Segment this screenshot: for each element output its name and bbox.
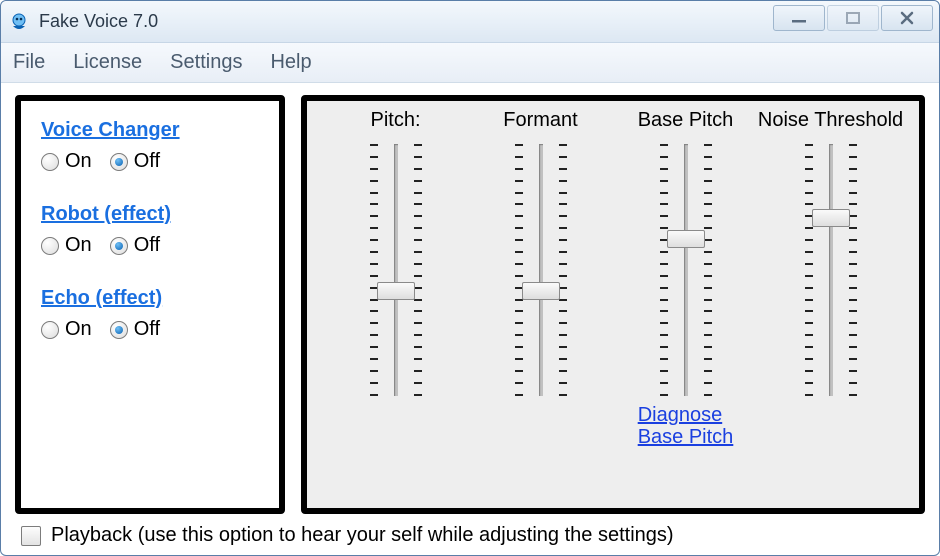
menubar: File License Settings Help [1, 43, 939, 83]
menu-help[interactable]: Help [270, 51, 311, 74]
close-button[interactable] [881, 5, 933, 31]
formant-slider[interactable] [511, 140, 571, 400]
radio-icon [110, 153, 128, 171]
voice-changer-on-radio[interactable]: On [41, 150, 92, 173]
formant-label: Formant [503, 109, 577, 132]
noise-slider[interactable] [801, 140, 861, 400]
echo-group: Echo (effect) On Off [41, 287, 263, 341]
menu-file[interactable]: File [13, 51, 45, 74]
app-window: Fake Voice 7.0 File License Settings Hel… [0, 0, 940, 556]
voice-changer-group: Voice Changer On Off [41, 119, 263, 173]
radio-label: Off [134, 234, 160, 257]
radio-label: Off [134, 150, 160, 173]
noise-slider-col: Noise Threshold [761, 109, 901, 502]
robot-on-radio[interactable]: On [41, 234, 92, 257]
robot-off-radio[interactable]: Off [110, 234, 160, 257]
playback-checkbox[interactable] [21, 526, 41, 546]
radio-icon [110, 237, 128, 255]
app-icon [9, 12, 29, 32]
robot-group: Robot (effect) On Off [41, 203, 263, 257]
radio-icon [41, 153, 59, 171]
playback-label: Playback (use this option to hear your s… [51, 524, 674, 547]
pitch-label: Pitch: [370, 109, 420, 132]
diagnose-link[interactable]: Diagnose Base Pitch [638, 404, 734, 448]
radio-label: On [65, 318, 92, 341]
sliders-row: Pitch: Formant [323, 109, 903, 502]
voice-changer-title: Voice Changer [41, 119, 180, 142]
panels: Voice Changer On Off Robot (effect) [15, 95, 925, 514]
formant-slider-col: Formant [471, 109, 611, 502]
echo-off-radio[interactable]: Off [110, 318, 160, 341]
radio-icon [41, 321, 59, 339]
basepitch-slider[interactable] [656, 140, 716, 400]
playback-row: Playback (use this option to hear your s… [15, 524, 925, 547]
radio-icon [41, 237, 59, 255]
echo-on-radio[interactable]: On [41, 318, 92, 341]
diagnose-line1: Diagnose [638, 404, 723, 426]
radio-label: On [65, 234, 92, 257]
titlebar: Fake Voice 7.0 [1, 1, 939, 43]
radio-label: On [65, 150, 92, 173]
echo-title: Echo (effect) [41, 287, 162, 310]
pitch-slider[interactable] [366, 140, 426, 400]
slider-thumb[interactable] [667, 230, 705, 248]
robot-title: Robot (effect) [41, 203, 171, 226]
basepitch-slider-col: Base Pitch Diagnose Base Pitch [616, 109, 756, 502]
sliders-panel: Pitch: Formant [301, 95, 925, 514]
diagnose-line2: Base Pitch [638, 426, 734, 448]
window-controls [773, 5, 933, 31]
radio-label: Off [134, 318, 160, 341]
minimize-button[interactable] [773, 5, 825, 31]
voice-changer-off-radio[interactable]: Off [110, 150, 160, 173]
slider-thumb[interactable] [522, 282, 560, 300]
basepitch-label: Base Pitch [638, 109, 734, 132]
noise-label: Noise Threshold [758, 109, 903, 132]
pitch-slider-col: Pitch: [326, 109, 466, 502]
content-area: Voice Changer On Off Robot (effect) [1, 83, 939, 555]
radio-icon [110, 321, 128, 339]
slider-thumb[interactable] [812, 209, 850, 227]
menu-settings[interactable]: Settings [170, 51, 242, 74]
menu-license[interactable]: License [73, 51, 142, 74]
maximize-button [827, 5, 879, 31]
effects-panel: Voice Changer On Off Robot (effect) [15, 95, 285, 514]
window-title: Fake Voice 7.0 [39, 11, 158, 32]
slider-thumb[interactable] [377, 282, 415, 300]
